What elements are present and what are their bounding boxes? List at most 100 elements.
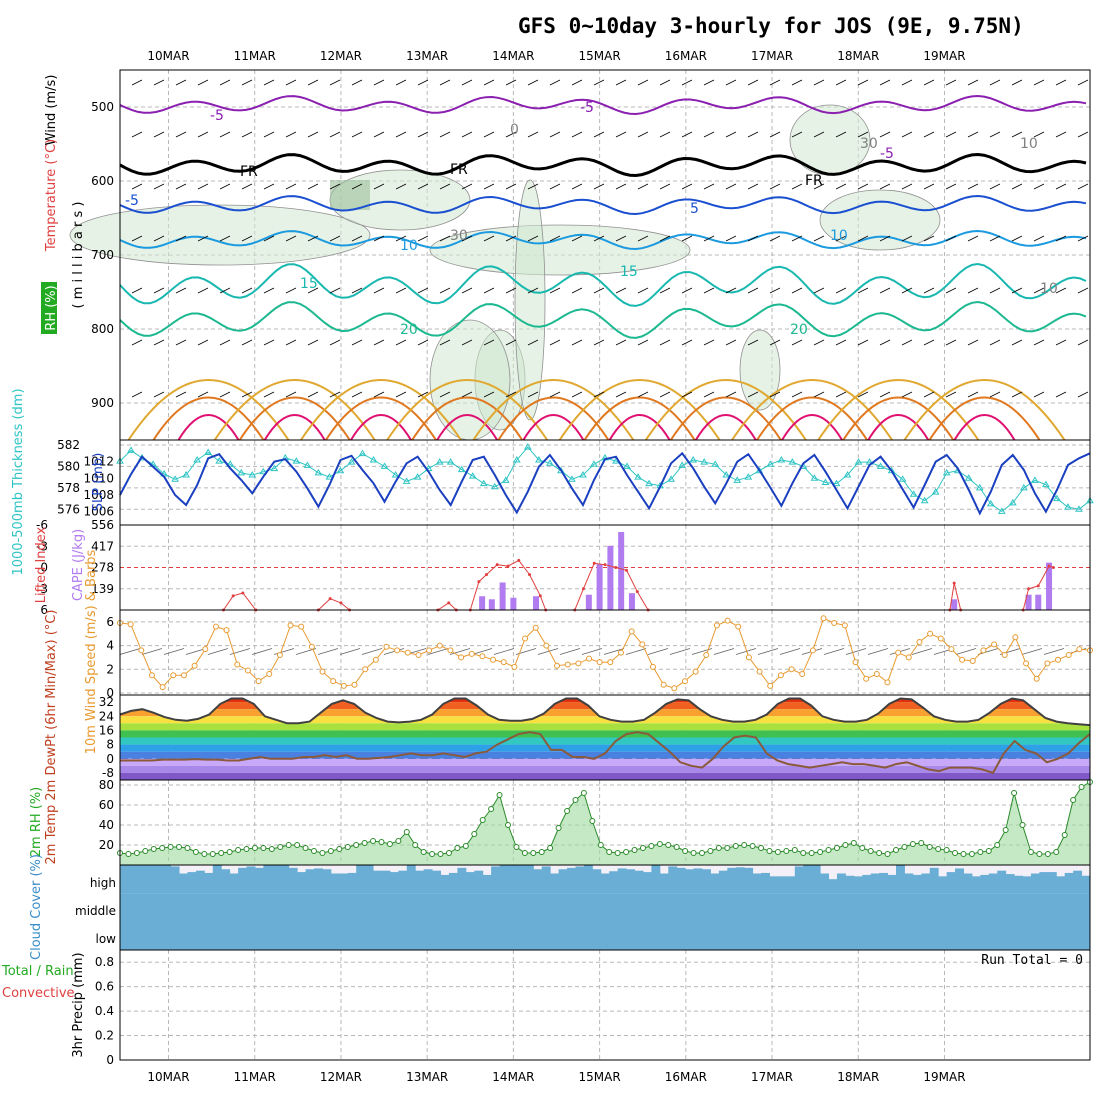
wind-speed-line-marker <box>788 666 795 673</box>
axis-label-slp: SLP (mb) <box>91 453 106 512</box>
thickness-line-marker <box>182 471 191 478</box>
rh-line-marker <box>251 845 258 851</box>
wind-barb <box>725 391 737 398</box>
warm-contour <box>300 379 462 441</box>
cloud-high-bar <box>904 873 914 894</box>
thickness-line-marker <box>777 456 786 463</box>
rh-line-marker <box>631 847 638 853</box>
wind-barb <box>703 287 715 294</box>
contour-label: 15 <box>300 276 318 292</box>
axis-label-temperature-2m: 2m Temp 2m DewPt (6hr Min/Max) (°C) <box>44 610 59 865</box>
wind-speed-line-marker <box>244 667 251 674</box>
temperature-band <box>120 772 1090 780</box>
cloud-high-bar <box>1014 875 1024 894</box>
date-label-bottom: 15MAR <box>579 1070 621 1084</box>
wind-barb <box>1011 79 1023 86</box>
cloud-high-bar <box>803 865 813 894</box>
pressure-tick: 700 <box>91 248 114 262</box>
wind-tick: 4 <box>106 639 114 653</box>
rh-line-marker <box>732 843 739 849</box>
wind-barb <box>901 131 913 138</box>
cloud-high-bar <box>415 870 425 894</box>
wind-barb <box>581 648 603 655</box>
wind-barb <box>505 287 517 294</box>
wind-speed-line-marker <box>937 635 944 642</box>
rh-line-marker <box>462 843 469 849</box>
thickness-line-marker <box>1064 503 1072 510</box>
warm-contour <box>645 379 807 441</box>
temperature-line <box>119 697 1091 727</box>
wind-barb <box>703 339 715 346</box>
thickness-line-marker <box>391 471 400 478</box>
cape-tick: 278 <box>91 561 114 575</box>
wind-speed-line-marker <box>831 620 838 627</box>
wind-speed-line-marker <box>490 656 497 663</box>
wind-barb <box>307 79 319 86</box>
wind-barb <box>571 131 583 138</box>
cloud-high-bar <box>1047 872 1057 894</box>
cloud-high-bar <box>1022 876 1032 894</box>
wind-barb <box>901 183 913 190</box>
li-line <box>437 602 457 611</box>
temperature-tick: 8 <box>106 738 114 752</box>
thickness-line-marker <box>788 458 797 465</box>
wind-speed-line-marker <box>394 647 401 654</box>
precip-tick: 0.6 <box>95 980 114 994</box>
slp-tick: 1008 <box>83 488 114 502</box>
rh-line-marker <box>1070 797 1077 803</box>
wind-barb <box>989 131 1001 138</box>
wind-barb <box>571 391 583 398</box>
rh-line-marker <box>319 850 326 856</box>
wind-barb <box>175 235 187 242</box>
wind-barb <box>317 648 339 655</box>
cape-bar <box>607 545 614 610</box>
wind-barb <box>923 183 935 190</box>
wind-speed-line-marker <box>756 668 763 675</box>
rh-line-marker <box>994 842 1001 848</box>
wind-barb <box>285 287 297 294</box>
wind-barb <box>835 183 847 190</box>
cloud-high-bar <box>685 869 695 894</box>
wind-speed-line-marker <box>991 641 998 648</box>
wind-speed-line-marker <box>1055 656 1062 663</box>
wind-barb <box>285 79 297 86</box>
wind-barb <box>945 79 957 86</box>
rh-line-marker <box>876 850 883 856</box>
wind-barb <box>153 131 165 138</box>
wind-speed-line-marker <box>276 652 283 659</box>
rh-line-marker <box>403 829 410 835</box>
wind-barb <box>945 391 957 398</box>
wind-barb <box>549 287 561 294</box>
rh-line-marker <box>412 842 419 848</box>
wind-barb <box>659 287 671 294</box>
wind-barb <box>725 183 737 190</box>
wind-barb <box>263 287 275 294</box>
axis-label-wind: Wind (m/s) <box>44 75 59 146</box>
rh-tick: 60 <box>99 798 114 812</box>
wind-barb <box>857 183 869 190</box>
wind-barb <box>439 339 451 346</box>
wind-barb <box>207 648 229 655</box>
wind-barb <box>769 287 781 294</box>
wind-barb <box>757 648 779 655</box>
li-marker <box>1051 566 1055 569</box>
wind-speed-line-marker <box>895 649 902 656</box>
rh-line-marker <box>167 844 174 850</box>
wind-barb <box>131 339 143 346</box>
wind-speed-line-marker <box>969 657 976 664</box>
cloud-high-bar <box>1081 875 1091 894</box>
rh-line-marker <box>682 848 689 854</box>
wind-barb <box>329 235 341 242</box>
cloud-high-bar <box>887 874 897 894</box>
thickness-line-marker <box>1053 494 1061 502</box>
wind-barb <box>681 391 693 398</box>
slp-tick: 1010 <box>83 471 114 485</box>
axis-label-cape: CAPE (J/kg) <box>71 529 86 601</box>
wind-speed-line-marker <box>724 617 731 624</box>
wind-speed-line-marker <box>948 646 955 653</box>
rh-line-marker <box>918 840 925 846</box>
wind-barb <box>659 183 671 190</box>
cloud-high-bar <box>524 865 534 894</box>
rh-shading <box>739 329 781 411</box>
wind-barb <box>439 79 451 86</box>
